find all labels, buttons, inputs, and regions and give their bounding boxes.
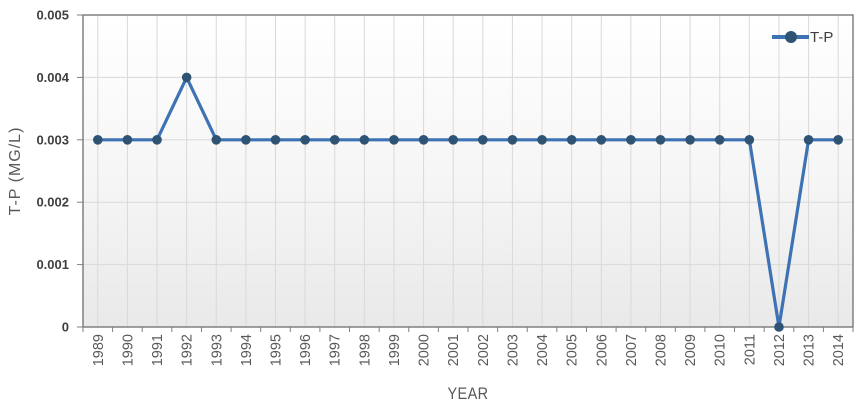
y-tick-label: 0.001	[36, 257, 69, 272]
x-tick-label: 1991	[150, 334, 166, 366]
x-tick-label: 2002	[476, 334, 492, 366]
y-tick-label: 0.004	[36, 70, 69, 85]
x-tick-label: 2005	[565, 334, 581, 366]
data-point-2008	[655, 135, 666, 145]
legend-marker-icon	[784, 31, 797, 43]
data-point-2005	[566, 135, 577, 145]
data-point-1993	[211, 135, 222, 145]
x-tick-label: 2003	[505, 334, 521, 366]
x-tick-label: 1999	[387, 334, 403, 366]
x-tick-label: 2006	[594, 334, 610, 366]
data-point-1992	[181, 72, 192, 83]
data-point-2010	[714, 135, 725, 145]
y-tick-label: 0.002	[36, 195, 69, 210]
x-tick-label: 1989	[91, 334, 107, 366]
data-point-2012	[774, 322, 784, 332]
y-tick-label: 0.003	[36, 132, 69, 147]
y-tick-label: 0.005	[36, 8, 69, 23]
data-point-2000	[418, 135, 429, 145]
x-tick-label: 1995	[269, 334, 285, 366]
x-tick-label: 2013	[802, 334, 818, 366]
data-point-1998	[359, 135, 370, 145]
x-tick-label: 2014	[831, 334, 847, 366]
x-tick-label: 2009	[683, 334, 699, 366]
data-point-2014	[833, 135, 843, 145]
y-axis-title: T-P (MG/L)	[7, 126, 24, 216]
data-point-2007	[626, 135, 636, 145]
data-point-1990	[122, 135, 133, 145]
data-point-1995	[270, 135, 281, 145]
x-tick-label: 2012	[772, 334, 788, 366]
data-point-1997	[329, 135, 340, 145]
x-axis-title: YEAR	[447, 384, 489, 403]
data-point-2002	[478, 135, 488, 145]
data-point-2013	[803, 135, 814, 145]
y-tick-label: 0	[62, 320, 69, 335]
x-tick-label: 2010	[713, 334, 729, 366]
series-line	[96, 75, 840, 329]
data-point-1996	[300, 135, 310, 145]
data-point-1989	[93, 135, 103, 145]
x-tick-label: 1992	[180, 334, 196, 366]
x-tick-label: 2004	[535, 334, 551, 366]
x-tick-label: 2001	[446, 334, 462, 366]
data-point-2011	[744, 135, 755, 145]
data-point-2009	[685, 135, 695, 145]
plot-background	[83, 15, 853, 327]
x-tick-label: 2008	[654, 334, 670, 366]
data-point-1999	[389, 135, 399, 145]
x-tick-label: 1993	[209, 334, 225, 366]
x-tick-label: 1990	[120, 334, 136, 366]
legend-line-icon	[772, 31, 809, 43]
x-tick-label: 1998	[357, 334, 373, 366]
data-point-2003	[507, 135, 518, 145]
x-tick-label: 1996	[298, 334, 314, 366]
data-point-2006	[596, 135, 607, 145]
legend-label: T-P	[810, 28, 834, 46]
data-point-1991	[152, 135, 162, 145]
x-tick-label: 1994	[239, 334, 255, 366]
x-tick-label: 2007	[624, 334, 640, 366]
data-point-1994	[241, 135, 251, 145]
x-tick-label: 2011	[742, 334, 758, 365]
x-tick-label: 1997	[328, 334, 344, 366]
legend: T-P	[772, 28, 834, 46]
data-point-2004	[537, 135, 547, 145]
data-point-2001	[448, 135, 458, 145]
x-tick-label: 2000	[417, 334, 433, 366]
